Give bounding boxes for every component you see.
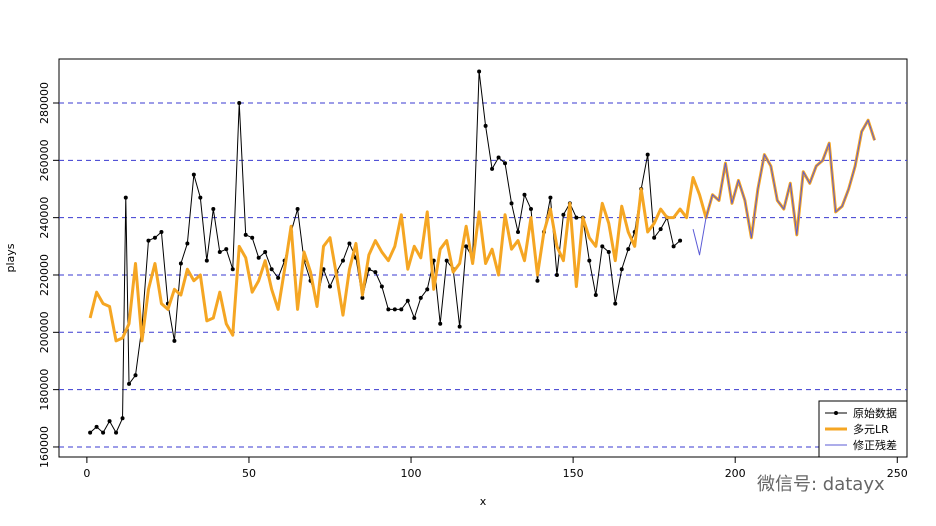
y-axis-label: plays <box>4 243 17 272</box>
series-line <box>692 119 876 256</box>
x-axis-label: x <box>480 495 487 508</box>
data-point <box>658 227 663 232</box>
data-point <box>101 430 106 435</box>
data-point <box>347 241 352 246</box>
data-point <box>412 315 417 320</box>
data-point <box>243 232 248 237</box>
y-tick-label: 160000 <box>38 426 51 468</box>
data-point <box>483 123 488 128</box>
data-point <box>237 100 242 105</box>
plot-frame <box>58 58 908 458</box>
data-point <box>464 244 469 249</box>
data-point <box>185 241 190 246</box>
legend-label: 多元LR <box>853 422 889 436</box>
data-point <box>152 235 157 240</box>
data-point <box>438 321 443 326</box>
legend-label: 修正残差 <box>853 438 897 452</box>
data-point <box>360 295 365 300</box>
data-point <box>133 373 138 378</box>
data-point <box>386 307 391 312</box>
x-tick-label: 50 <box>242 467 256 480</box>
data-point <box>554 272 559 277</box>
data-point <box>490 166 495 171</box>
x-tick-label: 0 <box>83 467 90 480</box>
data-point <box>146 238 151 243</box>
data-point <box>626 247 631 252</box>
data-point <box>548 195 553 200</box>
data-point <box>373 270 378 275</box>
y-tick-label: 260000 <box>38 139 51 181</box>
x-tick-label: 250 <box>887 467 908 480</box>
data-point <box>516 229 521 234</box>
data-point <box>88 430 93 435</box>
data-point <box>172 338 177 343</box>
data-point <box>606 250 611 255</box>
data-point <box>587 258 592 263</box>
data-point <box>230 267 235 272</box>
data-point <box>477 69 482 74</box>
series-line <box>89 70 681 434</box>
data-point <box>457 324 462 329</box>
legend-point <box>834 411 838 415</box>
data-point <box>198 195 203 200</box>
legend-label: 原始数据 <box>853 406 897 420</box>
data-point <box>528 207 533 212</box>
data-point <box>613 301 618 306</box>
y-tick-label: 200000 <box>38 311 51 353</box>
data-point <box>399 307 404 312</box>
data-point <box>263 250 268 255</box>
data-point <box>496 155 501 160</box>
data-point <box>178 261 183 266</box>
data-point <box>593 293 598 298</box>
data-point <box>379 284 384 289</box>
data-point <box>211 207 216 212</box>
watermark: 微信号: datayx <box>757 474 885 495</box>
data-point <box>619 267 624 272</box>
series-line <box>88 118 877 343</box>
data-point <box>522 192 527 197</box>
data-point <box>645 152 650 157</box>
data-point <box>509 201 514 206</box>
data-point <box>114 430 119 435</box>
data-point <box>405 298 410 303</box>
x-tick-label: 150 <box>563 467 584 480</box>
data-point <box>418 295 423 300</box>
data-point <box>652 235 657 240</box>
data-point <box>127 381 132 386</box>
data-point <box>123 195 128 200</box>
data-point <box>159 229 164 234</box>
data-point <box>574 215 579 220</box>
data-point <box>503 161 508 166</box>
data-point <box>444 258 449 263</box>
data-point <box>671 244 676 249</box>
data-point <box>327 284 332 289</box>
data-point <box>256 255 261 260</box>
data-point <box>561 212 566 217</box>
y-tick-label: 280000 <box>38 82 51 124</box>
x-tick-label: 100 <box>401 467 422 480</box>
data-point <box>535 278 540 283</box>
y-tick-label: 240000 <box>38 197 51 239</box>
data-point <box>269 267 274 272</box>
data-point <box>276 275 281 280</box>
data-point <box>94 424 99 429</box>
data-point <box>217 250 222 255</box>
y-tick-label: 220000 <box>38 254 51 296</box>
x-tick-label: 200 <box>725 467 746 480</box>
data-point <box>120 416 125 421</box>
data-point <box>340 258 345 263</box>
data-point <box>392 307 397 312</box>
data-point <box>425 287 430 292</box>
data-point <box>250 235 255 240</box>
data-point <box>224 247 229 252</box>
data-point <box>107 419 112 424</box>
data-point <box>191 172 196 177</box>
y-tick-label: 180000 <box>38 369 51 411</box>
data-point <box>600 244 605 249</box>
data-point <box>295 207 300 212</box>
data-point <box>678 238 683 243</box>
data-point <box>204 258 209 263</box>
